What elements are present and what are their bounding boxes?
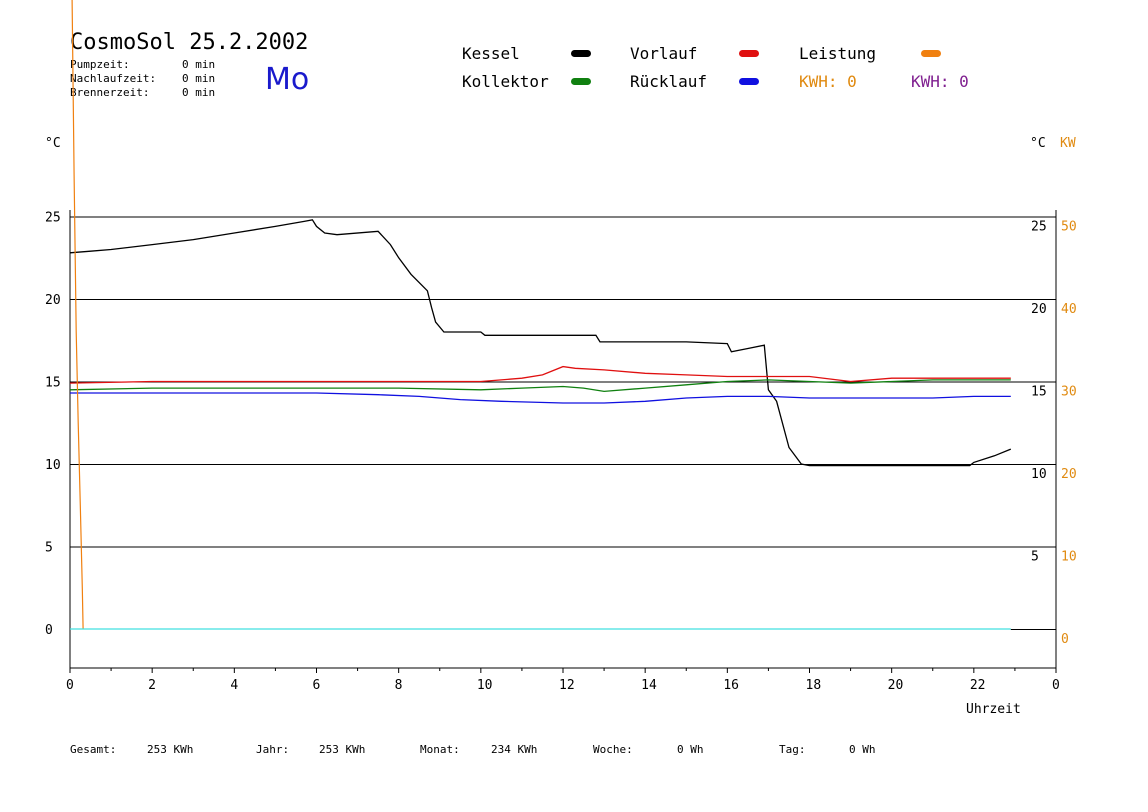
legend-label-kessel: Kessel <box>462 44 520 63</box>
x-tick-label: 14 <box>641 678 657 693</box>
x-tick-label: 16 <box>723 678 739 693</box>
y-tick-right: 5 <box>1031 550 1039 565</box>
stat-value-nachlaufzeit: 0 min <box>182 72 216 85</box>
left-axis-unit: °C <box>45 136 61 151</box>
y-tick-left: 10 <box>45 458 61 473</box>
y-tick-kw: 50 <box>1061 220 1077 235</box>
footer-value-monat: 234 KWh <box>491 743 538 756</box>
kwh-purple-label: KWH: 0 <box>911 72 969 91</box>
stat-label-brennerzeit: Brennerzeit: <box>70 86 150 99</box>
y-tick-right: 20 <box>1031 302 1047 317</box>
x-axis-label: Uhrzeit <box>966 702 1021 717</box>
chart-title: CosmoSol 25.2.2002 <box>70 30 309 55</box>
x-tick-label: 18 <box>806 678 822 693</box>
footer-label-jahr: Jahr: <box>256 743 290 756</box>
y-tick-left: 0 <box>45 623 53 638</box>
x-tick-label: 2 <box>148 678 156 693</box>
kwh-orange-label: KWH: 0 <box>799 72 857 91</box>
right-axis-unit: °C <box>1030 136 1046 151</box>
tick-labels: 0 5 10 15 20 25 5 10 15 20 25 0 10 20 30 40 50 0 2 4 6 8 10 12 1… <box>45 211 1077 694</box>
legend-swatch-ruecklauf <box>739 78 759 85</box>
series-line-kessel <box>69 219 1012 467</box>
stat-label-pumpzeit: Pumpzeit: <box>70 58 130 71</box>
legend-swatch-kessel <box>571 50 591 57</box>
x-tick-label: 0 <box>66 678 74 693</box>
series-lines <box>69 0 1056 630</box>
x-tick-label: 12 <box>559 678 575 693</box>
y-tick-kw: 40 <box>1061 302 1077 317</box>
x-tick-label: 20 <box>888 678 904 693</box>
legend-label-leistung: Leistung <box>799 44 877 63</box>
footer-label-gesamt: Gesamt: <box>70 743 117 756</box>
footer-label-monat: Monat: <box>420 743 460 756</box>
y-tick-kw: 20 <box>1061 467 1077 482</box>
legend-swatch-vorlauf <box>739 50 759 57</box>
x-tick-label: 22 <box>970 678 986 693</box>
footer-value-gesamt: 253 KWh <box>147 743 194 756</box>
footer-value-jahr: 253 KWh <box>319 743 366 756</box>
y-tick-kw: 10 <box>1061 550 1077 565</box>
stat-value-pumpzeit: 0 min <box>182 58 216 71</box>
y-tick-left: 25 <box>45 211 61 226</box>
grid-lines <box>69 210 1057 673</box>
footer-label-tag: Tag: <box>779 743 806 756</box>
y-tick-right: 15 <box>1031 385 1047 400</box>
footer-value-woche: 0 Wh <box>677 743 704 756</box>
y-tick-right: 25 <box>1031 220 1047 235</box>
y-tick-kw: 30 <box>1061 385 1077 400</box>
x-tick-label: 8 <box>395 678 403 693</box>
right-axis-unit-kw: KW <box>1060 136 1076 151</box>
y-tick-left: 5 <box>45 541 53 556</box>
x-tick-label: 10 <box>477 678 493 693</box>
series-line-rücklauf <box>70 392 1011 404</box>
stat-label-nachlaufzeit: Nachlaufzeit: <box>70 72 157 85</box>
weekday-label: Mo <box>265 62 310 97</box>
series-line-kollektor <box>69 379 1011 393</box>
y-tick-left: 15 <box>45 376 61 391</box>
stat-value-brennerzeit: 0 min <box>182 86 216 99</box>
x-tick-label: 6 <box>313 678 321 693</box>
series-line-leistung <box>71 0 84 630</box>
footer-label-woche: Woche: <box>593 743 633 756</box>
legend-label-vorlauf: Vorlauf <box>630 44 698 63</box>
legend-label-ruecklauf: Rücklauf <box>630 72 708 91</box>
legend-swatch-leistung <box>921 50 941 57</box>
legend-label-kollektor: Kollektor <box>462 72 549 91</box>
y-tick-kw: 0 <box>1061 632 1069 647</box>
y-tick-right: 10 <box>1031 467 1047 482</box>
legend-swatch-kollektor <box>571 78 591 85</box>
y-tick-left: 20 <box>45 293 61 308</box>
footer-value-tag: 0 Wh <box>849 743 876 756</box>
x-tick-label: 4 <box>230 678 238 693</box>
x-tick-label: 0 <box>1052 678 1060 693</box>
series-line-vorlauf <box>69 365 1011 384</box>
